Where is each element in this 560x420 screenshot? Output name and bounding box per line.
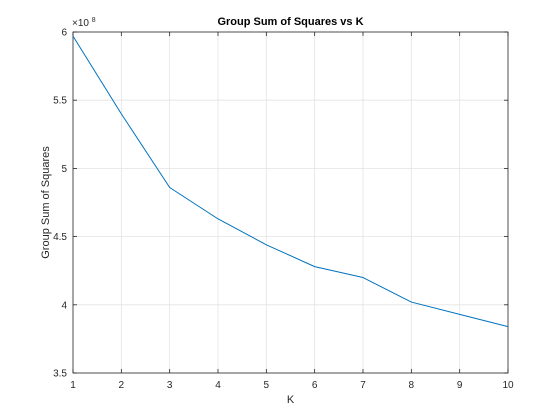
data-point — [313, 265, 315, 267]
data-point — [120, 113, 122, 115]
series — [72, 35, 509, 328]
x-tick-label: 7 — [360, 380, 366, 391]
data-point — [168, 186, 170, 188]
series-line — [72, 35, 509, 328]
exponent-base: ×10 — [72, 18, 89, 29]
y-exponent-label: ×10 8 — [72, 17, 96, 29]
x-tick-label: 6 — [312, 380, 318, 391]
y-tick-label: 6 — [61, 28, 67, 39]
x-tick-label: 9 — [457, 380, 463, 391]
y-tick-label: 5.5 — [53, 96, 67, 107]
y-tick-label: 4.5 — [53, 232, 67, 243]
data-point — [72, 35, 74, 37]
data-point — [217, 218, 219, 220]
data-point — [362, 276, 364, 278]
x-tick-label: 8 — [409, 380, 415, 391]
x-tick-label: 5 — [264, 380, 270, 391]
ticks: 1 2 3 4 5 6 7 8 9 10 3.5 4 4.5 5 5.5 6 — [53, 28, 514, 392]
y-tick-label: 4 — [61, 300, 67, 311]
y-tick-label: 5 — [61, 164, 67, 175]
data-point — [265, 244, 267, 246]
x-tick-label: 1 — [70, 380, 76, 391]
axes-box — [72, 31, 509, 374]
data-point — [507, 325, 509, 327]
x-tick-label: 10 — [502, 380, 514, 391]
y-tick-label: 3.5 — [53, 369, 67, 380]
data-point — [410, 301, 412, 303]
x-tick-label: 4 — [215, 380, 221, 391]
x-axis-label: K — [287, 394, 295, 406]
chart-title: Group Sum of Squares vs K — [217, 16, 363, 28]
data-point — [458, 313, 460, 315]
x-tick-label: 2 — [119, 380, 125, 391]
y-axis-label: Group Sum of Squares — [40, 146, 52, 259]
exponent-power: 8 — [92, 17, 96, 24]
x-tick-label: 3 — [167, 380, 173, 391]
